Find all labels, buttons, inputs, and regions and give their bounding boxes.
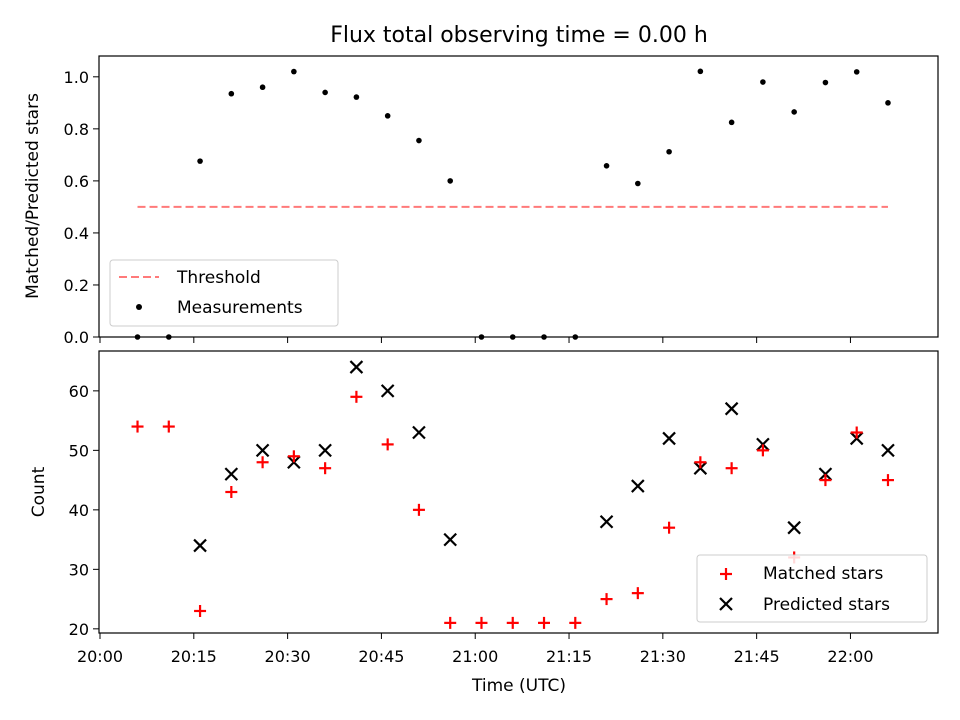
legend-matched-label: Matched stars — [763, 564, 883, 584]
matched-stars-point — [287, 450, 300, 463]
matched-stars-point — [225, 486, 238, 498]
matched-stars-point — [881, 474, 894, 487]
predicted-stars-point — [193, 538, 207, 553]
predicted-stars-point — [318, 443, 332, 458]
matched-stars-point — [631, 587, 644, 600]
predicted-stars-point — [349, 360, 364, 374]
bottom-y-tick-label: 20 — [69, 620, 89, 639]
x-tick-label: 20:15 — [171, 647, 217, 666]
legend-predicted-marker — [719, 597, 733, 611]
bottom-y-axis-label: Count — [29, 466, 49, 517]
predicted-stars-point — [255, 443, 270, 458]
matched-stars-point — [819, 474, 832, 487]
top-y-tick-label: 0.8 — [64, 120, 89, 139]
predicted-stars-point — [881, 443, 895, 458]
predicted-stars-point — [599, 514, 614, 529]
chart-title: Flux total observing time = 0.00 h — [330, 23, 708, 48]
measurement-point — [760, 79, 766, 85]
matched-stars-point — [444, 616, 457, 629]
matched-stars-point — [381, 438, 394, 451]
top-plot-frame — [98, 55, 939, 338]
measurement-point — [353, 94, 360, 100]
x-tick-label: 22:00 — [827, 647, 873, 666]
measurement-point — [635, 180, 641, 187]
x-tick-label: 21:00 — [452, 647, 498, 666]
measurement-point — [603, 162, 610, 169]
x-tick-label: 21:15 — [546, 647, 592, 666]
bottom-y-tick-label: 50 — [69, 441, 89, 460]
matched-stars-point — [194, 604, 207, 617]
bottom-y-tick-label: 60 — [69, 382, 89, 401]
bottom-legend-box — [696, 554, 928, 623]
measurement-point — [791, 109, 797, 115]
measurement-point — [322, 89, 328, 96]
matched-stars-point — [569, 616, 582, 629]
top-y-tick-label: 0.0 — [64, 328, 89, 347]
matched-stars-point — [694, 456, 707, 469]
measurement-point — [853, 69, 860, 75]
matched-stars-point — [663, 521, 676, 534]
top-y-tick-label: 0.2 — [64, 276, 89, 295]
matched-stars-point — [412, 503, 425, 516]
x-tick-label: 20:00 — [77, 647, 123, 666]
matched-stars-point — [725, 462, 738, 475]
top-y-tick-label: 0.6 — [64, 172, 89, 191]
measurement-point — [228, 90, 235, 97]
matched-stars-point — [131, 420, 144, 433]
measurement-point — [291, 68, 297, 75]
predicted-stars-point — [380, 384, 395, 398]
bottom-y-tick-label: 40 — [69, 501, 89, 520]
matched-stars-point — [538, 616, 551, 629]
predicted-stars-point — [224, 467, 239, 481]
matched-stars-point — [319, 462, 332, 475]
x-axis-label: Time (UTC) — [471, 676, 566, 696]
legend-matched-marker — [720, 568, 732, 580]
measurement-point — [697, 68, 704, 75]
top-y-tick-label: 1.0 — [64, 68, 89, 87]
predicted-stars-point — [724, 401, 739, 416]
predicted-stars-point — [787, 520, 801, 535]
bottom-subplot: Count Time (UTC) 20 30 40 50 60 20:00 20:15 20… — [29, 350, 939, 696]
bottom-legend: Matched stars Predicted stars — [696, 554, 928, 623]
predicted-stars-point — [443, 532, 457, 547]
measurement-point — [666, 148, 672, 155]
top-y-tick-label: 0.4 — [64, 224, 89, 243]
measurement-point — [728, 119, 735, 126]
legend-measurements-marker — [136, 304, 142, 310]
matched-stars-point — [506, 616, 519, 629]
matched-stars-point — [600, 593, 613, 606]
predicted-stars-point — [631, 479, 645, 493]
matched-stars-point — [256, 456, 269, 469]
legend-measurements-label: Measurements — [177, 298, 303, 318]
measurement-point — [822, 79, 829, 86]
top-legend: Threshold Measurements — [109, 259, 339, 327]
legend-predicted-label: Predicted stars — [763, 595, 890, 615]
matched-stars-point — [162, 420, 175, 433]
top-y-axis-label: Matched/Predicted stars — [23, 93, 43, 299]
bottom-y-tick-label: 30 — [69, 560, 89, 579]
x-tick-label: 20:30 — [265, 647, 311, 666]
matched-stars-point — [475, 616, 488, 629]
matched-stars-point — [850, 426, 863, 439]
matched-stars-point — [350, 390, 363, 403]
measurement-point — [447, 178, 454, 184]
x-tick-label: 21:30 — [640, 647, 686, 666]
top-legend-box — [109, 259, 339, 327]
measurement-point — [259, 84, 266, 91]
measurement-point — [416, 137, 422, 144]
predicted-stars-point — [412, 425, 426, 440]
measurement-point — [885, 100, 891, 106]
predicted-stars-point — [662, 431, 676, 446]
measurement-point — [384, 113, 391, 119]
x-tick-label: 20:45 — [358, 647, 404, 666]
measurement-point — [197, 158, 203, 164]
x-tick-label: 21:45 — [734, 647, 780, 666]
matched-stars-point — [756, 444, 769, 457]
top-subplot: Flux total observing time = 0.00 h Match… — [23, 23, 939, 347]
legend-threshold-label: Threshold — [176, 268, 261, 288]
bottom-plot-frame — [98, 350, 939, 634]
